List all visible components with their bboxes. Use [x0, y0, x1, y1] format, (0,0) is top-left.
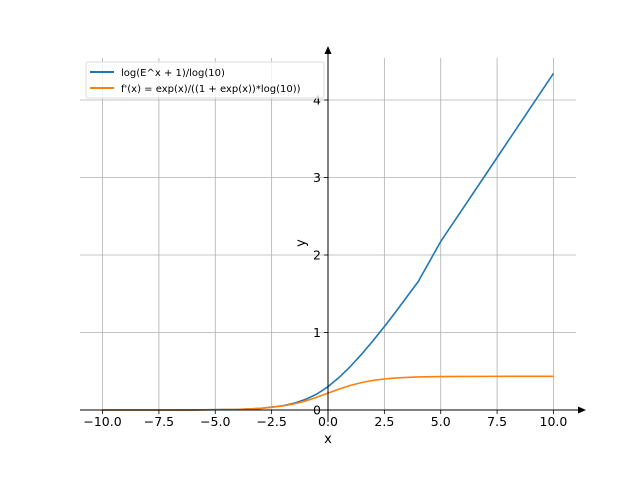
- x-tick-label-8: 10.0: [540, 414, 568, 429]
- y-tick-label-0: 0: [313, 403, 321, 418]
- legend: log(E^x + 1)/log(10) f'(x) = exp(x)/((1 …: [85, 61, 325, 99]
- x-tick-label-4: 0.0: [318, 414, 338, 429]
- y-axis-arrow: [324, 46, 332, 54]
- y-axis-label: y: [294, 239, 309, 247]
- legend-box: [85, 61, 325, 99]
- series-line-2: [102, 375, 554, 411]
- x-axis-label: x: [324, 432, 332, 447]
- legend-label-2: f'(x) = exp(x)/((1 + exp(x))*log(10)): [121, 84, 301, 95]
- x-tick-label-2: −5.0: [200, 414, 230, 429]
- x-tick-label-5: 2.5: [374, 414, 394, 429]
- y-tick-label-2: 2: [313, 248, 321, 263]
- x-tick-label-3: −2.5: [256, 414, 286, 429]
- axes: [80, 46, 586, 422]
- series-lines: [102, 72, 555, 411]
- x-tick-label-6: 5.0: [431, 414, 451, 429]
- legend-label-1: log(E^x + 1)/log(10): [121, 68, 225, 79]
- x-tick-label-0: −10.0: [83, 414, 121, 429]
- x-tick-label-7: 7.5: [487, 414, 507, 429]
- x-tick-label-1: −7.5: [144, 414, 174, 429]
- x-axis-arrow: [578, 406, 586, 414]
- y-tick-label-1: 1: [313, 325, 321, 340]
- tick-labels: −10.0 −7.5 −5.0 −2.5 0.0 2.5 5.0 7.5 10.0 0 1 2 3 4: [83, 93, 567, 430]
- y-tick-label-4: 4: [313, 93, 321, 108]
- y-tick-label-3: 3: [313, 170, 321, 185]
